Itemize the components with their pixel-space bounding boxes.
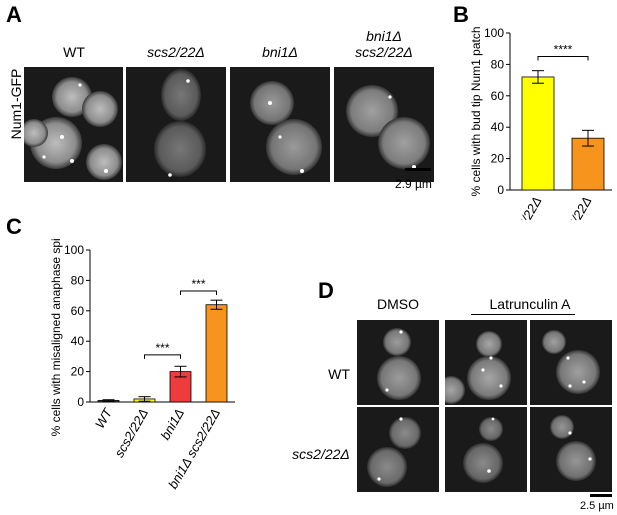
chart-b-ytick-label-0: 0 [497,183,504,197]
chart-c-sig-label-1: *** [191,277,205,291]
row-label-wt: WT [328,366,350,382]
chart-c-bar-bni1-scs2-22 [205,304,228,403]
chart-c-ytick-label-80: 80 [71,273,85,287]
chart-c-ytick-label-100: 100 [64,243,84,257]
scale-bar-a [405,168,431,171]
chart-c-ytick-label-40: 40 [71,334,85,348]
micrograph-wt-latrunculin-1 [445,320,527,405]
scale-bar-a-label: 2.9 µm [395,177,432,191]
chart-b-sig-bracket-0 [537,56,589,61]
cells-image-bni1-scs2-22 [346,85,430,169]
chart-c-sig-label-0: *** [155,341,169,355]
column-label-bni1-scs2-22-line2: scs2/22Δ [355,44,413,60]
chart-b-xtick-label-bni1-scs2-22: bni1Δ scs2/22Δ [537,194,595,220]
scale-bar-d [590,494,612,497]
chart-c-sig-bracket-1 [180,290,217,296]
column-label-wt: WT [63,44,85,60]
micrograph-wt-dmso [357,320,439,405]
column-label-bni1: bni1Δ [262,44,298,60]
cells-image-scs2-22-latrunculin-1 [463,417,503,483]
chart-b-sig-label-0: **** [554,43,573,57]
micrograph-wt-latrunculin-2 [530,320,612,405]
micrograph-scs2-22-dmso [357,407,439,492]
column-label-scs2-22: scs2/22Δ [147,44,205,60]
micrograph-scs2-22-latrunculin-1 [445,407,527,492]
cells-image-bni1 [250,81,322,175]
cells-image-wt-latrunculin-1 [445,331,511,404]
cells-image-wt [24,77,122,180]
column-label-bni1-scs2-22-line1: bni1Δ [366,28,402,44]
num1-gfp-label: Num1-GFP [8,68,24,140]
chart-c-xtick-label-scs2-22: scs2/22Δ [111,406,151,460]
panel-label-d: D [318,278,334,303]
cells-image-scs2-22-latrunculin-2 [550,415,596,481]
panel-label-a: A [6,2,22,27]
chart-c-ytick-label-20: 20 [71,365,85,379]
chart-b: 0 20 40 60 80 100% cells with bud tip Num1 pa… [470,26,612,220]
chart-c-sig-bracket-0 [144,354,181,359]
cells-image-scs2-22-dmso [367,417,421,487]
micrograph-bni1-scs2-22 [334,67,434,182]
chart-b-ytick-label-100: 100 [484,26,504,40]
micrograph-scs2-22-latrunculin-2 [530,407,612,492]
micrograph-wt [24,67,123,182]
panel-label-c: C [6,214,22,239]
chart-c-ytick-label-60: 60 [71,304,85,318]
latrunculin-bracket-line [471,314,575,315]
chart-b-ytick-label-80: 80 [491,57,505,71]
condition-label-dmso: DMSO [377,296,419,312]
cells-image-scs2-22 [154,69,206,177]
chart-c-xtick-label-wt: WT [92,405,116,431]
micrograph-scs2-22 [126,67,226,182]
micrograph-bni1 [230,67,330,182]
chart-c: 0 20 40 60 80 100% cells with misaligned anap… [49,238,235,491]
chart-b-y-label: % cells with bud tip Num1 patch [470,26,483,196]
chart-b-bar-scs2-22 [521,76,555,191]
row-label-scs2-22: scs2/22Δ [292,446,350,462]
chart-c-xtick-label-bni1: bni1Δ [157,406,187,442]
chart-b-ytick-label-40: 40 [491,120,505,134]
chart-b-ytick-label-60: 60 [491,89,505,103]
chart-b-ytick-label-20: 20 [491,152,505,166]
chart-b-xtick-label-scs2-22: scs2/22Δ [505,194,545,220]
panel-label-b: B [453,2,469,27]
cells-image-wt-dmso [377,328,421,400]
cells-image-wt-latrunculin-2 [542,330,600,394]
scale-bar-d-label: 2.5 µm [580,500,614,512]
condition-label-latrunculin-a: Latrunculin A [489,296,571,312]
chart-c-y-label: % cells with misaligned anaphase spindle [49,238,63,436]
chart-c-ytick-label-0: 0 [77,395,84,409]
